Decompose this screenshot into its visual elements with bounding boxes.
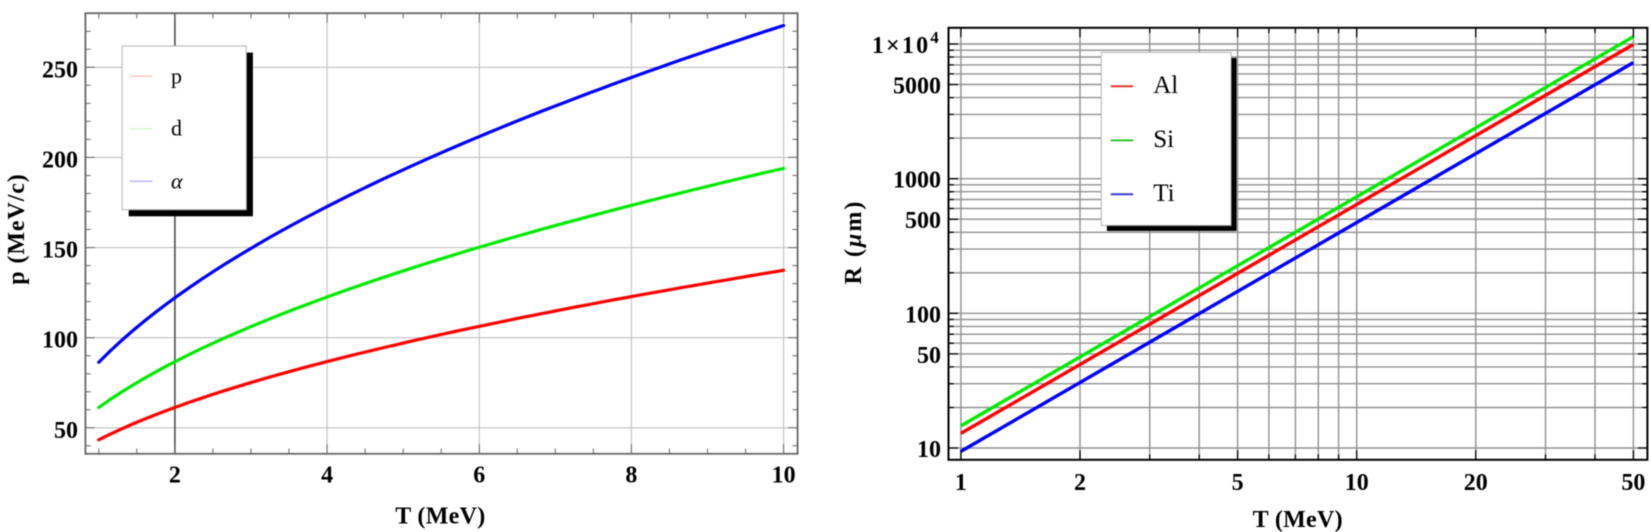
svg-text:1×104: 1×104 — [872, 28, 941, 59]
svg-text:R (μm): R (μm) — [841, 200, 867, 285]
svg-text:p (MeV/c): p (MeV/c) — [4, 173, 30, 284]
svg-text:T (MeV): T (MeV) — [1253, 507, 1343, 532]
svg-text:10: 10 — [1345, 470, 1369, 496]
svg-text:150: 150 — [42, 238, 78, 264]
svg-text:50: 50 — [1621, 470, 1645, 496]
svg-text:4: 4 — [321, 463, 333, 489]
svg-text:T (MeV): T (MeV) — [395, 503, 485, 529]
svg-text:d: d — [171, 116, 182, 141]
svg-text:6: 6 — [473, 463, 485, 489]
svg-text:α: α — [171, 168, 183, 193]
svg-text:100: 100 — [42, 328, 78, 354]
svg-text:50: 50 — [54, 418, 78, 444]
svg-text:200: 200 — [42, 147, 78, 173]
svg-text:10: 10 — [772, 463, 796, 489]
svg-text:10: 10 — [917, 437, 941, 463]
svg-text:Ti: Ti — [1153, 180, 1174, 207]
svg-text:1: 1 — [955, 470, 967, 496]
svg-text:100: 100 — [905, 302, 941, 328]
svg-text:250: 250 — [42, 57, 78, 83]
svg-text:1000: 1000 — [893, 168, 941, 194]
svg-text:p: p — [171, 63, 182, 88]
svg-text:5: 5 — [1232, 470, 1244, 496]
svg-text:50: 50 — [917, 343, 941, 369]
svg-text:Si: Si — [1153, 126, 1174, 153]
svg-text:2: 2 — [169, 463, 181, 489]
svg-text:8: 8 — [625, 463, 637, 489]
svg-text:500: 500 — [905, 208, 941, 234]
svg-text:5000: 5000 — [893, 74, 941, 100]
svg-text:2: 2 — [1074, 470, 1086, 496]
svg-text:20: 20 — [1464, 470, 1488, 496]
svg-text:Al: Al — [1153, 72, 1178, 99]
